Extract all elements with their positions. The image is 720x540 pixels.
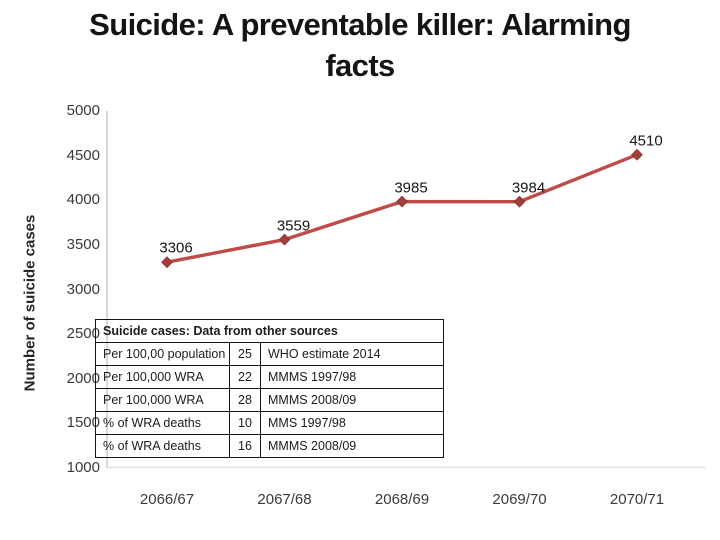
data-point-marker [513,195,526,208]
table-cell-value: 28 [229,388,261,412]
table-cell-metric: Per 100,000 WRA [95,365,230,389]
table-cell-source: MMMS 1997/98 [259,365,445,389]
table-cell-metric: Per 100,00 population [95,342,230,366]
data-point-marker [278,233,291,246]
table-row: Per 100,00 population 25 WHO estimate 2014 [95,342,445,366]
data-point-label: 3559 [276,217,311,235]
table-cell-metric: Per 100,000 WRA [95,388,230,412]
table-cell-source: MMMS 2008/09 [259,434,445,458]
data-point-label: 3985 [394,179,428,197]
y-axis-tick-label: 4500 [66,146,100,164]
data-point-marker [161,256,173,269]
table-cell-value: 10 [229,411,261,435]
table-cell-value: 16 [229,434,261,458]
data-point-label: 4510 [629,132,663,150]
y-axis-tick-label: 1000 [66,459,100,476]
slide-title-line2: facts [325,48,395,83]
table-cell-value: 25 [229,342,261,366]
data-point-marker [631,148,643,161]
table-header-row: Suicide cases: Data from other sources [94,319,445,343]
y-axis-tick-label: 5000 [66,102,100,119]
table-cell-source: MMMS 2008/09 [259,388,445,412]
y-axis-tick-label: 3500 [66,235,100,253]
y-axis-tick-label: 2500 [66,325,100,343]
table-cell-source: WHO estimate 2014 [259,342,445,366]
slide-title: Suicide: A preventable killer: Alarming … [0,4,720,86]
slide-title-line1: Suicide: A preventable killer: Alarming [89,7,631,42]
table-row: Per 100,000 WRA 22 MMMS 1997/98 [95,365,445,389]
data-point-marker [396,195,408,208]
table-title: Suicide cases: Data from other sources [94,319,445,343]
table-row: % of WRA deaths 16 MMMS 2008/09 [95,434,445,458]
y-axis-tick-label: 3000 [66,280,100,298]
data-point-label: 3984 [511,179,546,197]
x-axis-tick-label: 2070/71 [609,491,665,508]
data-sources-table: Suicide cases: Data from other sources P… [94,319,445,458]
series-line [166,153,638,264]
y-axis-tick-label: 2000 [66,369,100,387]
table-cell-value: 22 [229,365,261,389]
table-cell-metric: % of WRA deaths [95,411,230,435]
data-point-label: 3306 [159,239,193,257]
x-axis-tick-label: 2068/69 [374,491,430,508]
x-axis-tick-label: 2069/70 [492,491,547,508]
x-axis-tick-label: 2067/68 [257,491,312,508]
y-axis-tick-label: 4000 [66,191,100,209]
table-row: Per 100,000 WRA 28 MMMS 2008/09 [95,388,445,412]
table-cell-source: MMS 1997/98 [259,411,445,435]
table-row: % of WRA deaths 10 MMS 1997/98 [95,411,445,435]
x-axis-tick-label: 2066/67 [139,491,195,508]
y-axis-tick-label: 1500 [66,414,100,432]
table-cell-metric: % of WRA deaths [95,434,230,458]
